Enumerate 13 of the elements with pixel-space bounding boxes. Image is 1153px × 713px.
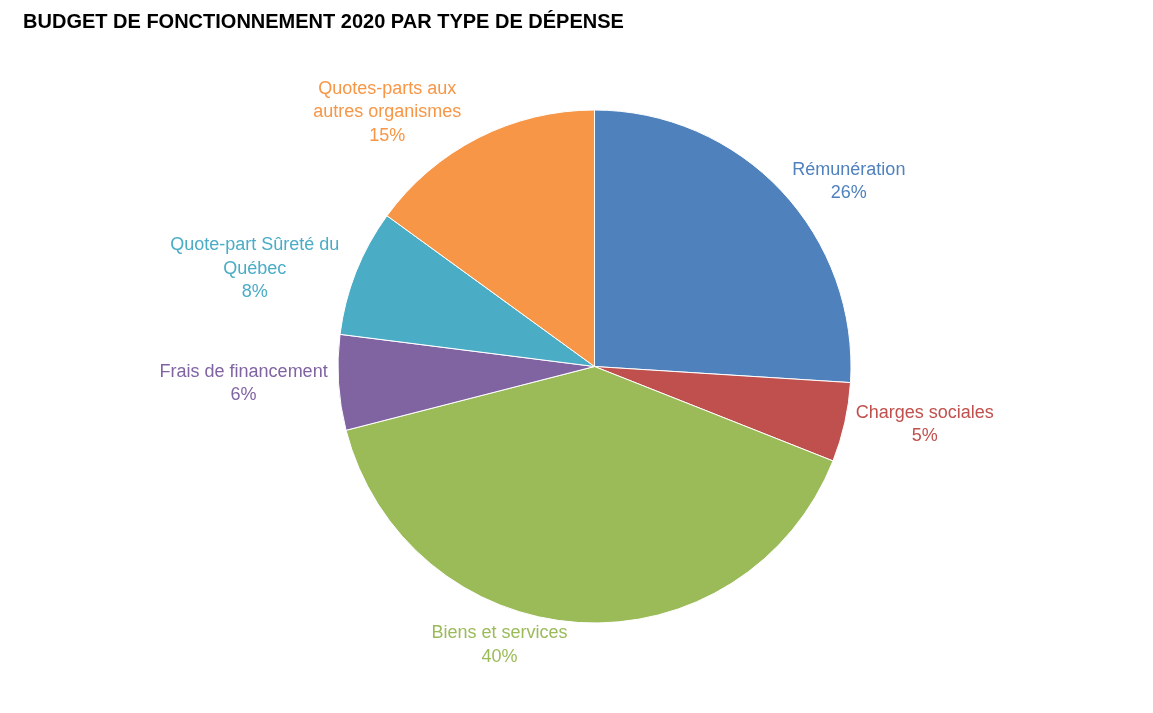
slice-label: Quote-part Sûreté du Québec — [170, 234, 340, 278]
data-label: 15% — [369, 124, 406, 145]
data-label: 8% — [241, 280, 268, 301]
slice-label: Quotes-parts aux autres organismes — [313, 78, 462, 122]
data-label: 5% — [911, 425, 938, 446]
slice-label: Charges sociales — [855, 401, 994, 422]
slice-label: Frais de financement — [159, 360, 328, 381]
slice-label: Biens et services — [431, 622, 568, 643]
data-label: 40% — [481, 645, 518, 666]
data-label: 6% — [230, 384, 257, 405]
chart-title: BUDGET DE FONCTIONNEMENT 2020 PAR TYPE DE DÉPENSE — [23, 10, 624, 33]
data-label: 26% — [830, 182, 867, 203]
slice-label: Rémunération — [792, 159, 906, 180]
